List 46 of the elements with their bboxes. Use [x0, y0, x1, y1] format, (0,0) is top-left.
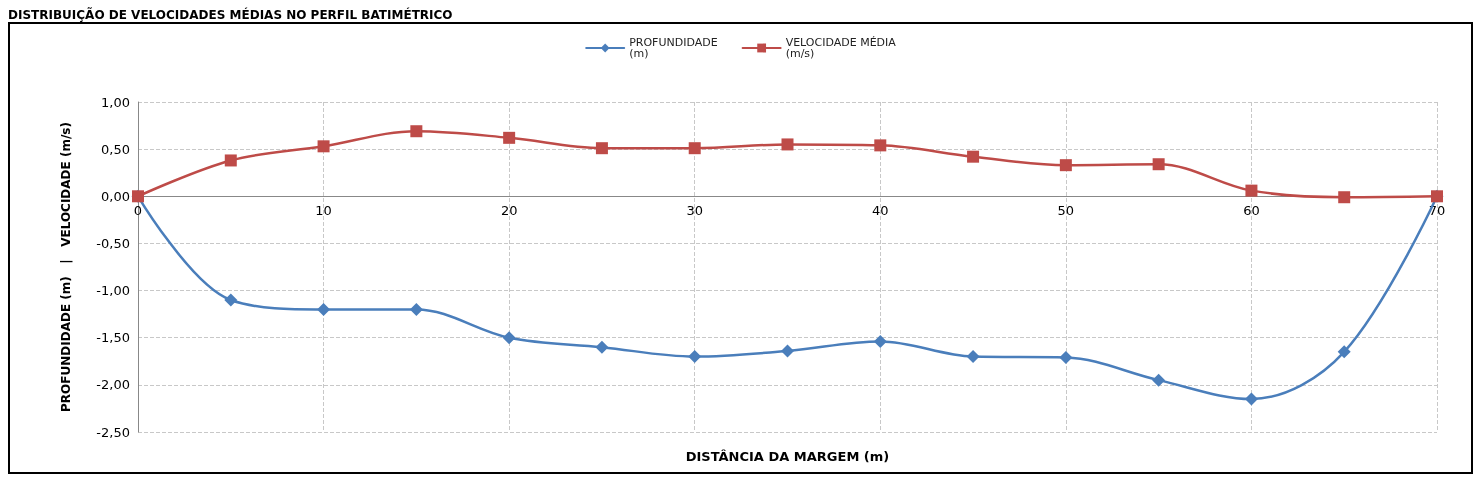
point [1245, 184, 1258, 197]
y-tick-label: 0,00 [101, 188, 130, 204]
point [874, 139, 887, 152]
y-tick-label: 1,00 [101, 94, 130, 110]
y-tick-label: -2,00 [96, 377, 130, 393]
point [595, 142, 608, 155]
point [1059, 351, 1073, 365]
point [688, 350, 702, 364]
point [502, 331, 516, 345]
y-tick-label: -1,00 [96, 283, 130, 299]
x-axis-title: DISTÂNCIA DA MARGEM (m) [685, 449, 890, 465]
y-axis-title: PROFUNDIDADE (m) | VELOCIDADE (m/s) [59, 122, 73, 412]
point [967, 150, 980, 163]
x-tick-label: 10 [315, 203, 332, 219]
y-tick-label: -0,50 [96, 235, 130, 251]
x-tick-label: 50 [1057, 203, 1075, 219]
x-tick-label: 0 [133, 203, 143, 219]
point [410, 125, 423, 138]
chart-title: DISTRIBUIÇÃO DE VELOCIDADES MÉDIAS NO PERFIL BATIMÉTRICO [8, 8, 454, 22]
point [1059, 159, 1072, 172]
point [781, 138, 794, 151]
point [409, 302, 423, 316]
point [781, 344, 794, 358]
x-tick-label: 60 [1243, 203, 1260, 219]
x-tick-label: 30 [686, 203, 703, 219]
point [1338, 191, 1351, 204]
legend-label: PROFUNDIDADE (m) [629, 36, 718, 60]
point [317, 140, 330, 153]
point [317, 302, 331, 316]
x-tick-label: 20 [500, 203, 518, 219]
y-tick-label: -1,50 [96, 330, 130, 346]
x-tick-label: 40 [872, 203, 889, 219]
point [873, 334, 887, 348]
point [224, 154, 237, 167]
point [1244, 392, 1258, 406]
point [1152, 373, 1166, 387]
point [688, 142, 701, 155]
legend-label: VELOCIDADE MÉDIA (m/s) [785, 36, 897, 60]
point [224, 293, 238, 307]
y-tick-label: 0,50 [101, 141, 130, 157]
point [966, 350, 980, 364]
point [595, 340, 609, 354]
point [503, 131, 516, 144]
point [1337, 345, 1351, 359]
point [1152, 158, 1165, 171]
y-tick-label: -2,50 [96, 424, 130, 440]
